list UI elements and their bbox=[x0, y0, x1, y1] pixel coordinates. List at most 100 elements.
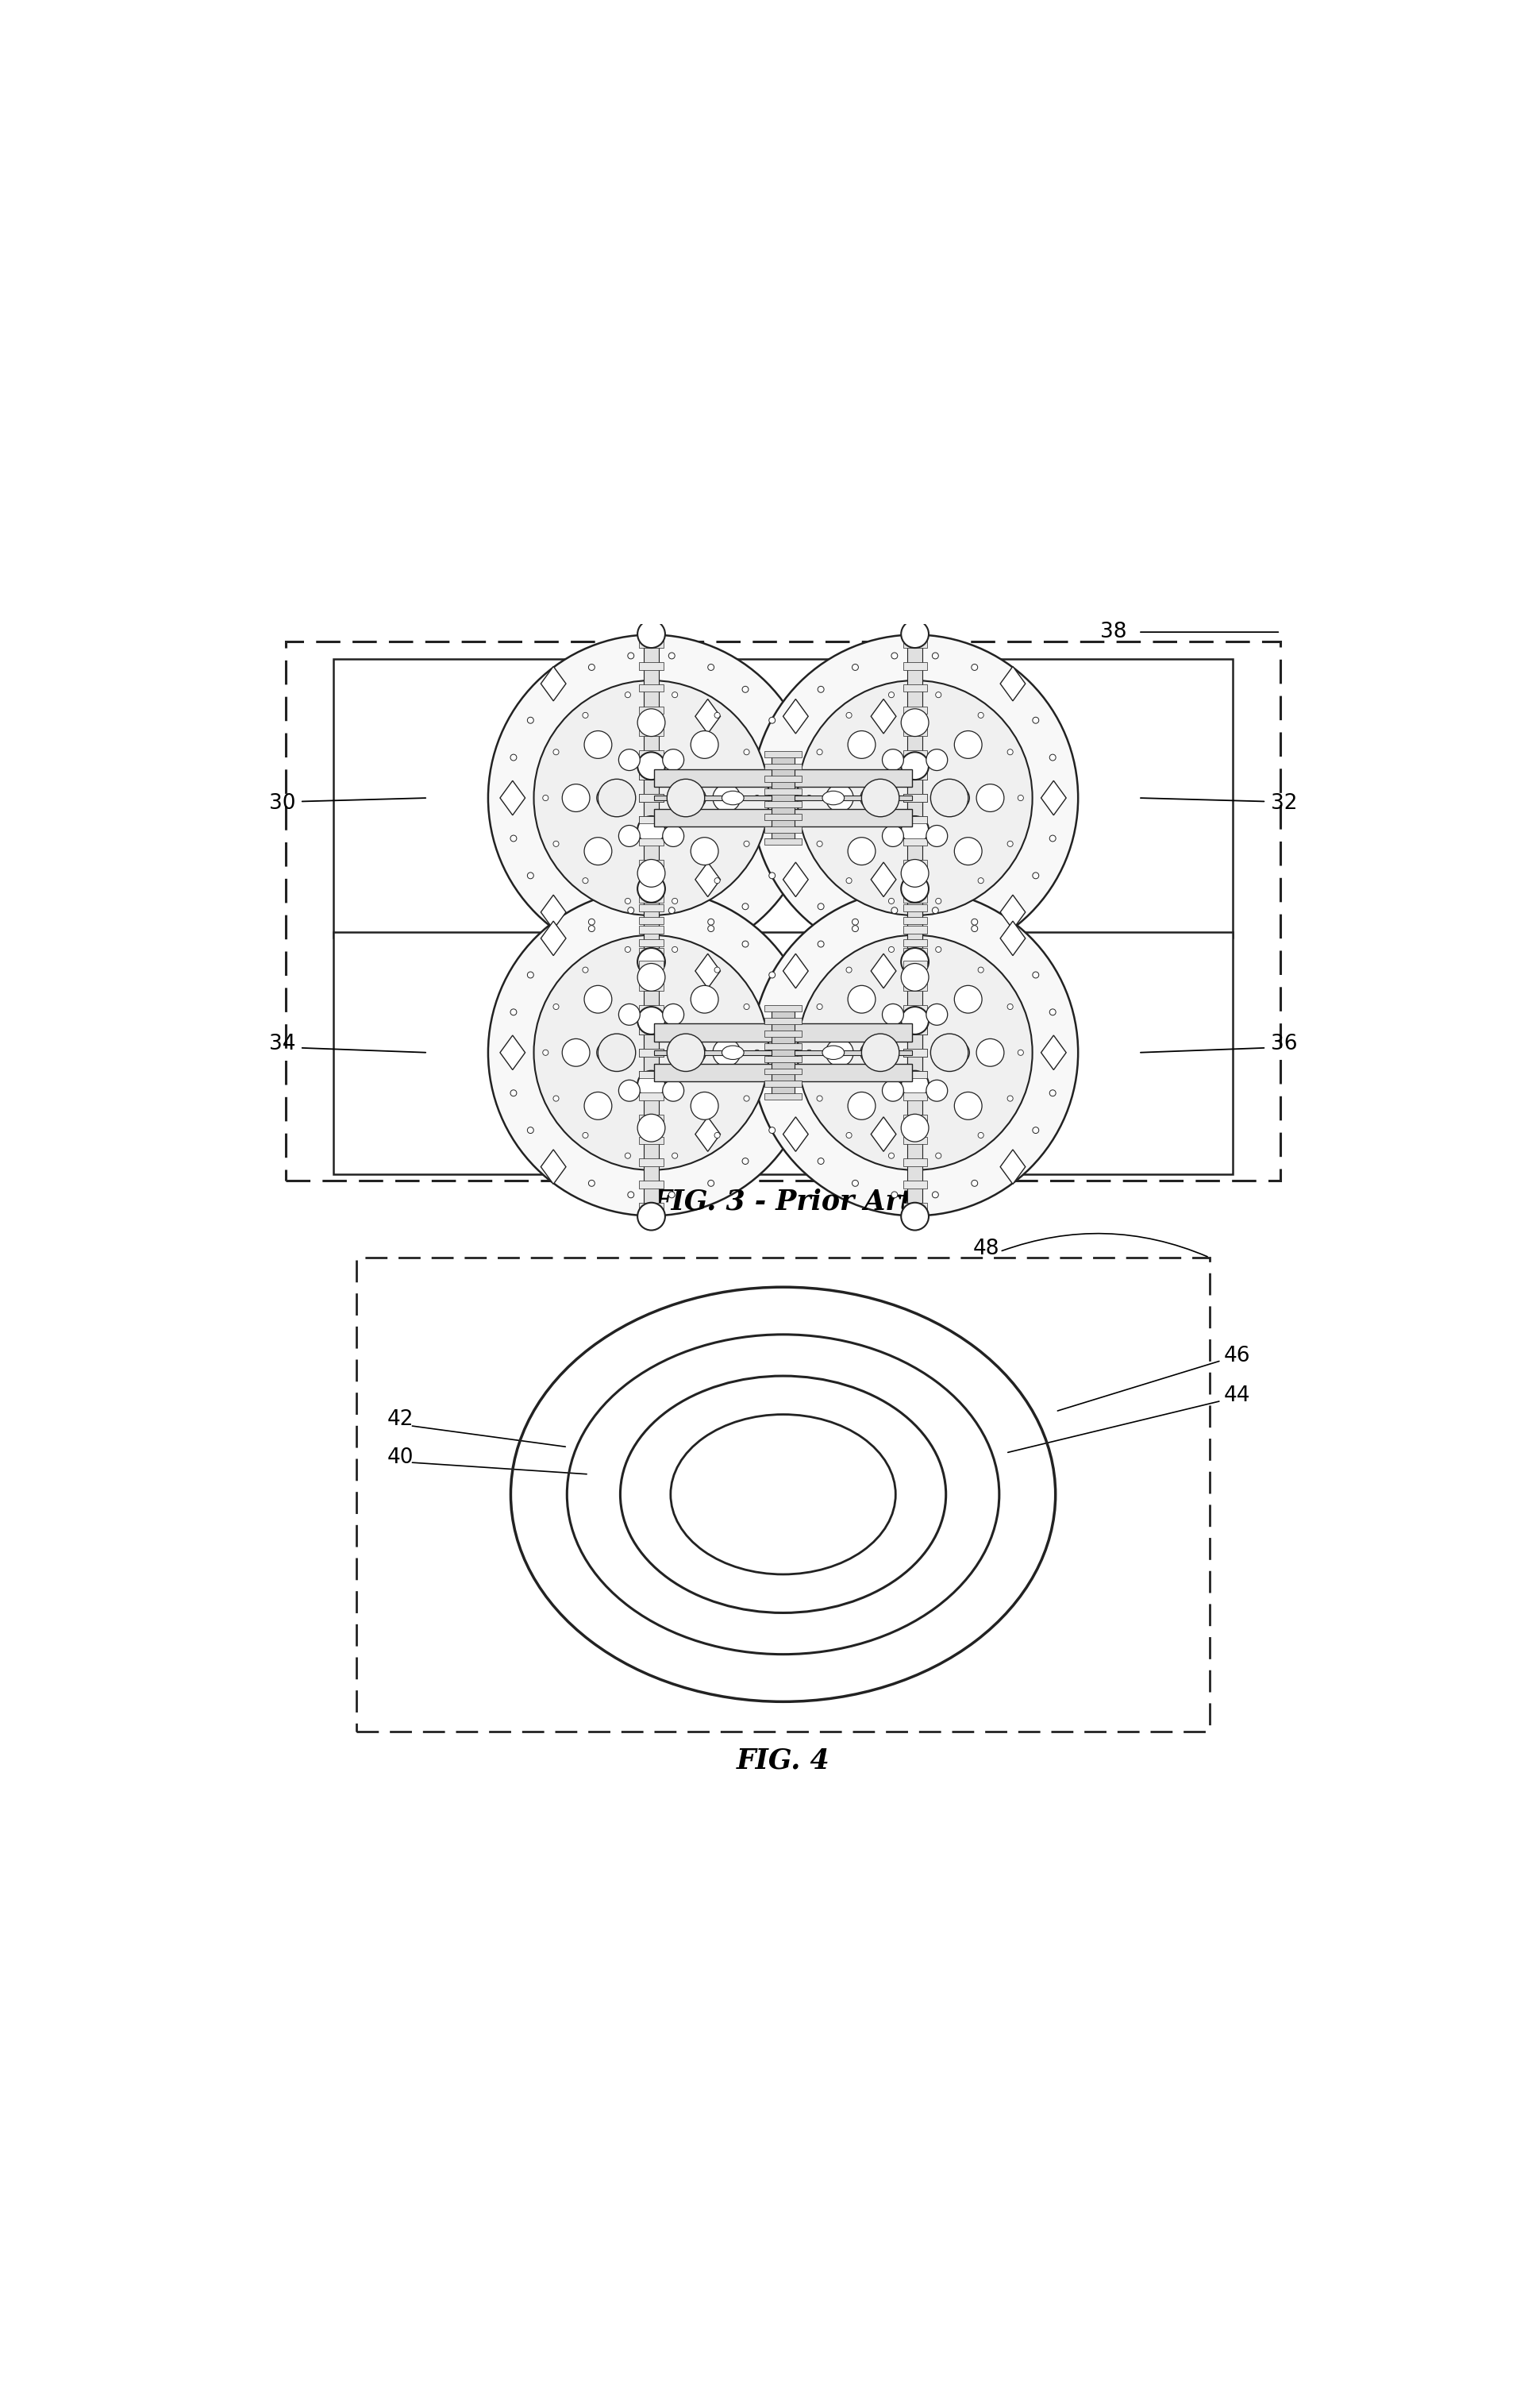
Bar bbox=[903, 684, 927, 691]
Bar bbox=[333, 932, 1233, 1175]
Bar bbox=[333, 660, 1233, 937]
Circle shape bbox=[743, 1158, 749, 1165]
Circle shape bbox=[902, 860, 929, 886]
Circle shape bbox=[976, 785, 1004, 811]
Circle shape bbox=[553, 749, 559, 754]
Circle shape bbox=[817, 903, 824, 910]
Circle shape bbox=[775, 1009, 781, 1016]
Bar bbox=[764, 1081, 802, 1086]
Bar bbox=[903, 727, 927, 737]
Polygon shape bbox=[871, 1117, 895, 1151]
Bar bbox=[639, 1158, 663, 1165]
Bar bbox=[903, 982, 927, 990]
Circle shape bbox=[582, 879, 588, 884]
Circle shape bbox=[691, 732, 718, 759]
Bar bbox=[903, 773, 927, 780]
Circle shape bbox=[707, 1180, 714, 1187]
Bar bbox=[764, 1019, 802, 1023]
Polygon shape bbox=[500, 780, 526, 816]
Circle shape bbox=[533, 934, 769, 1170]
Bar bbox=[903, 662, 927, 669]
Circle shape bbox=[932, 653, 938, 660]
Circle shape bbox=[976, 1038, 1004, 1067]
Circle shape bbox=[628, 908, 634, 913]
Circle shape bbox=[792, 718, 798, 722]
Circle shape bbox=[926, 826, 947, 848]
Text: 34: 34 bbox=[269, 1033, 295, 1055]
Bar bbox=[639, 773, 663, 780]
Circle shape bbox=[891, 653, 897, 660]
Text: 42: 42 bbox=[387, 1409, 414, 1430]
Circle shape bbox=[817, 1096, 822, 1100]
Circle shape bbox=[588, 925, 594, 932]
Bar bbox=[903, 641, 927, 648]
Polygon shape bbox=[1041, 780, 1067, 816]
Circle shape bbox=[889, 691, 894, 698]
Bar bbox=[639, 1072, 663, 1079]
Bar bbox=[639, 982, 663, 990]
Circle shape bbox=[672, 946, 677, 951]
Polygon shape bbox=[695, 1117, 720, 1151]
Circle shape bbox=[744, 1004, 749, 1009]
Polygon shape bbox=[1001, 922, 1025, 956]
Ellipse shape bbox=[822, 1045, 845, 1060]
Circle shape bbox=[628, 1192, 634, 1197]
Circle shape bbox=[663, 826, 685, 848]
Circle shape bbox=[792, 973, 798, 978]
Bar bbox=[654, 1050, 912, 1055]
Circle shape bbox=[1018, 795, 1024, 802]
Circle shape bbox=[926, 749, 947, 771]
Bar bbox=[764, 1069, 802, 1074]
Circle shape bbox=[769, 1050, 775, 1055]
Polygon shape bbox=[541, 922, 565, 956]
Circle shape bbox=[848, 1093, 876, 1120]
Bar bbox=[903, 706, 927, 713]
Circle shape bbox=[775, 754, 781, 761]
Circle shape bbox=[785, 836, 792, 840]
Circle shape bbox=[555, 903, 561, 910]
Circle shape bbox=[1050, 1091, 1056, 1096]
Circle shape bbox=[582, 968, 588, 973]
Circle shape bbox=[817, 942, 824, 946]
Circle shape bbox=[769, 795, 775, 802]
Bar bbox=[903, 1072, 927, 1079]
Bar bbox=[639, 927, 663, 934]
Circle shape bbox=[817, 840, 822, 848]
Circle shape bbox=[972, 925, 978, 932]
Bar bbox=[639, 706, 663, 713]
Circle shape bbox=[1033, 872, 1039, 879]
Bar bbox=[639, 1004, 663, 1011]
Circle shape bbox=[926, 1079, 947, 1100]
Circle shape bbox=[1033, 718, 1039, 722]
Circle shape bbox=[707, 925, 714, 932]
Bar bbox=[643, 643, 659, 819]
Polygon shape bbox=[871, 698, 895, 734]
Polygon shape bbox=[541, 896, 565, 929]
Circle shape bbox=[932, 937, 938, 944]
Circle shape bbox=[889, 898, 894, 903]
Bar bbox=[639, 903, 663, 913]
Circle shape bbox=[932, 1192, 938, 1197]
Circle shape bbox=[955, 732, 983, 759]
Circle shape bbox=[792, 1050, 798, 1055]
Bar bbox=[654, 1064, 912, 1081]
Circle shape bbox=[1007, 1096, 1013, 1100]
Circle shape bbox=[527, 1127, 533, 1134]
Circle shape bbox=[685, 787, 706, 809]
Circle shape bbox=[619, 826, 640, 848]
Circle shape bbox=[889, 1153, 894, 1158]
Circle shape bbox=[637, 949, 665, 975]
Text: 30: 30 bbox=[269, 795, 295, 814]
Circle shape bbox=[743, 942, 749, 946]
Circle shape bbox=[504, 795, 510, 802]
Circle shape bbox=[978, 968, 984, 973]
Bar bbox=[903, 1004, 927, 1011]
Bar bbox=[903, 816, 927, 824]
Bar bbox=[639, 662, 663, 669]
Circle shape bbox=[715, 968, 720, 973]
Bar bbox=[639, 1180, 663, 1187]
Circle shape bbox=[584, 732, 611, 759]
Bar bbox=[903, 903, 927, 913]
Bar bbox=[764, 1007, 802, 1011]
Circle shape bbox=[1033, 973, 1039, 978]
